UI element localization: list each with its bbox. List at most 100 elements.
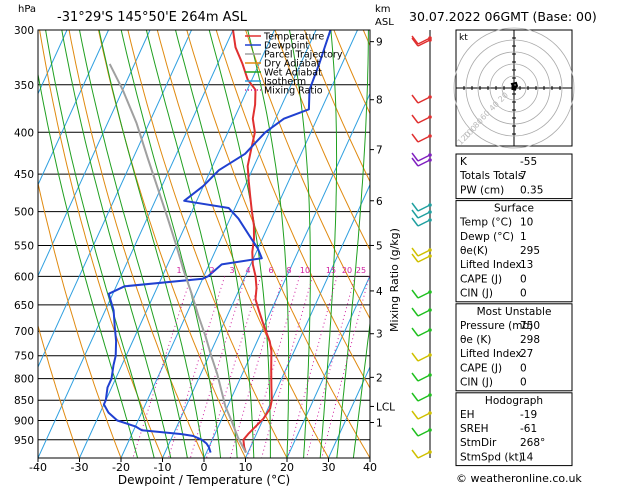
wind-barb bbox=[412, 95, 432, 103]
parcel-trajectory-line bbox=[110, 64, 246, 453]
table-row-label: θe (K) bbox=[460, 334, 491, 346]
height-tick-label: 7 bbox=[376, 145, 383, 157]
pressure-tick-label: 950 bbox=[14, 435, 34, 447]
mixing-ratio-tick-label: 3 bbox=[229, 266, 234, 275]
barb-dot bbox=[428, 450, 432, 454]
barb-dot bbox=[428, 38, 432, 42]
barb-shaft bbox=[418, 220, 430, 226]
barb-shaft bbox=[418, 452, 430, 458]
mixing-ratio-tick-label: 1 bbox=[176, 266, 181, 275]
barb-shaft bbox=[418, 413, 430, 419]
copyright-footer: © weatheronline.co.uk bbox=[456, 472, 582, 485]
barb-flag bbox=[412, 210, 418, 218]
table-row-value: 0.35 bbox=[520, 184, 543, 196]
table-row-label: SREH bbox=[460, 423, 489, 435]
table-row-value: 14 bbox=[520, 451, 534, 463]
barb-shaft bbox=[418, 375, 430, 381]
pressure-tick-label: 550 bbox=[14, 240, 34, 252]
temperature-tick-label: -30 bbox=[71, 461, 89, 474]
table-row-value: 10 bbox=[520, 217, 533, 229]
wind-barb bbox=[412, 218, 432, 226]
dry-adiabat-line bbox=[599, 30, 629, 458]
table-row-value: 7 bbox=[520, 170, 527, 182]
wind-barb bbox=[412, 450, 432, 458]
barb-dot bbox=[428, 248, 432, 252]
km-unit-label: km bbox=[375, 4, 391, 15]
table-row-label: Lifted Index bbox=[460, 348, 522, 360]
temperature-tick-label: 30 bbox=[322, 461, 336, 474]
barb-dot bbox=[428, 308, 432, 312]
table-row-value: 0 bbox=[520, 273, 527, 285]
mixing-ratio-tick-label: 6 bbox=[268, 266, 273, 275]
barb-dot bbox=[428, 428, 432, 432]
table-row-value: 295 bbox=[520, 245, 540, 257]
height-tick-label: 2 bbox=[376, 372, 383, 384]
barb-dot bbox=[428, 393, 432, 397]
wet-adiabat-line bbox=[31, 30, 138, 458]
wind-barb bbox=[412, 428, 432, 436]
barb-dot bbox=[428, 353, 432, 357]
wind-barb bbox=[412, 393, 432, 401]
table-row-label: Dewp (°C) bbox=[460, 231, 514, 243]
mixing-ratio-axis-label: Mixing Ratio (g/kg) bbox=[388, 228, 401, 332]
barb-dot bbox=[428, 153, 432, 157]
table-row-label: PW (cm) bbox=[460, 184, 504, 196]
table-row-value: 298 bbox=[520, 334, 540, 346]
table-row-value: 1 bbox=[520, 231, 527, 243]
barb-shaft bbox=[418, 256, 430, 262]
table-row-value: -55 bbox=[520, 156, 537, 168]
barb-flag bbox=[412, 203, 418, 211]
pressure-tick-label: 400 bbox=[14, 127, 34, 139]
barb-shaft bbox=[418, 395, 430, 401]
barb-dot bbox=[428, 134, 432, 138]
barb-flag bbox=[412, 450, 418, 458]
height-tick-label: 1 bbox=[376, 418, 383, 430]
table-row-value: 0 bbox=[520, 288, 527, 300]
mixing-ratio-tick-label: 2 bbox=[209, 266, 214, 275]
table-row-value: 27 bbox=[520, 348, 533, 360]
hodograph-unit-label: kt bbox=[459, 33, 468, 43]
wind-profile bbox=[412, 30, 432, 458]
table-section-title: Most Unstable bbox=[477, 306, 552, 318]
mixing-ratio-tick-label: 20 bbox=[342, 266, 352, 275]
table-row-value: -61 bbox=[520, 423, 537, 435]
wind-barb bbox=[412, 254, 432, 262]
barb-flag bbox=[412, 134, 418, 142]
table-row-label: Lifted Index bbox=[460, 259, 522, 271]
barb-dot bbox=[428, 328, 432, 332]
barb-shaft bbox=[418, 250, 430, 256]
barb-dot bbox=[428, 95, 432, 99]
barb-flag bbox=[412, 290, 418, 298]
wind-barb bbox=[412, 373, 432, 381]
table-row-label: StmDir bbox=[460, 437, 497, 449]
barb-shaft bbox=[418, 212, 430, 218]
table-row-label: CAPE (J) bbox=[460, 273, 502, 285]
dry-adiabat-line bbox=[569, 30, 629, 458]
barb-flag bbox=[412, 95, 418, 103]
table-row-value: 750 bbox=[520, 320, 540, 332]
barb-dot bbox=[428, 210, 432, 214]
table-section-title: Hodograph bbox=[485, 395, 543, 407]
pressure-tick-label: 800 bbox=[14, 374, 34, 386]
table-row-label: StmSpd (kt) bbox=[460, 451, 523, 463]
temperature-tick-label: -40 bbox=[29, 461, 47, 474]
table-row-label: CAPE (J) bbox=[460, 362, 502, 374]
pressure-tick-label: 350 bbox=[14, 80, 34, 92]
height-tick-label: 4 bbox=[376, 286, 383, 298]
table-row-label: Temp (°C) bbox=[459, 217, 512, 229]
barb-flag bbox=[412, 373, 418, 381]
table-row-label: θe(K) bbox=[460, 245, 488, 257]
datetime-title: 30.07.2022 06GMT (Base: 00) bbox=[409, 9, 597, 24]
mixing-ratio-tick-label: 4 bbox=[245, 266, 250, 275]
table-row-value: -19 bbox=[520, 409, 537, 421]
wind-barb bbox=[412, 134, 432, 142]
wind-barb bbox=[412, 308, 432, 316]
barb-shaft bbox=[418, 430, 430, 436]
wet-adiabat-line bbox=[46, 30, 155, 458]
barb-dot bbox=[428, 218, 432, 222]
wet-adiabat-line bbox=[337, 30, 369, 458]
mixing-ratio-tick-label: 10 bbox=[300, 266, 310, 275]
